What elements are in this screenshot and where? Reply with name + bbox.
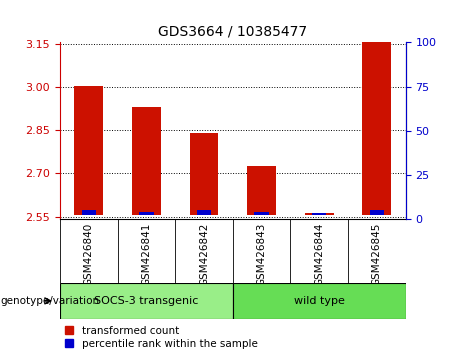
Bar (189, 133, 219, 215)
Bar (132, 107, 161, 215)
Bar (312, 213, 326, 215)
Text: GSM426843: GSM426843 (257, 223, 266, 286)
Text: GSM426844: GSM426844 (314, 223, 324, 286)
Text: SOCS-3 transgenic: SOCS-3 transgenic (94, 296, 199, 306)
Bar (82, 210, 96, 215)
Text: wild type: wild type (294, 296, 345, 306)
Bar (247, 166, 276, 215)
Bar (305, 213, 334, 215)
Bar (74, 86, 103, 215)
Text: GSM426845: GSM426845 (372, 223, 382, 286)
Legend: transformed count, percentile rank within the sample: transformed count, percentile rank withi… (65, 326, 258, 349)
FancyBboxPatch shape (60, 283, 233, 319)
Text: GSM426841: GSM426841 (142, 223, 151, 286)
Text: genotype/variation: genotype/variation (0, 296, 99, 306)
Bar (362, 33, 391, 215)
Title: GDS3664 / 10385477: GDS3664 / 10385477 (158, 24, 307, 39)
Text: GSM426840: GSM426840 (84, 223, 94, 286)
Bar (139, 212, 154, 215)
FancyBboxPatch shape (233, 283, 406, 319)
Bar (254, 212, 269, 215)
Text: GSM426842: GSM426842 (199, 223, 209, 286)
Bar (197, 210, 211, 215)
Bar (370, 210, 384, 215)
